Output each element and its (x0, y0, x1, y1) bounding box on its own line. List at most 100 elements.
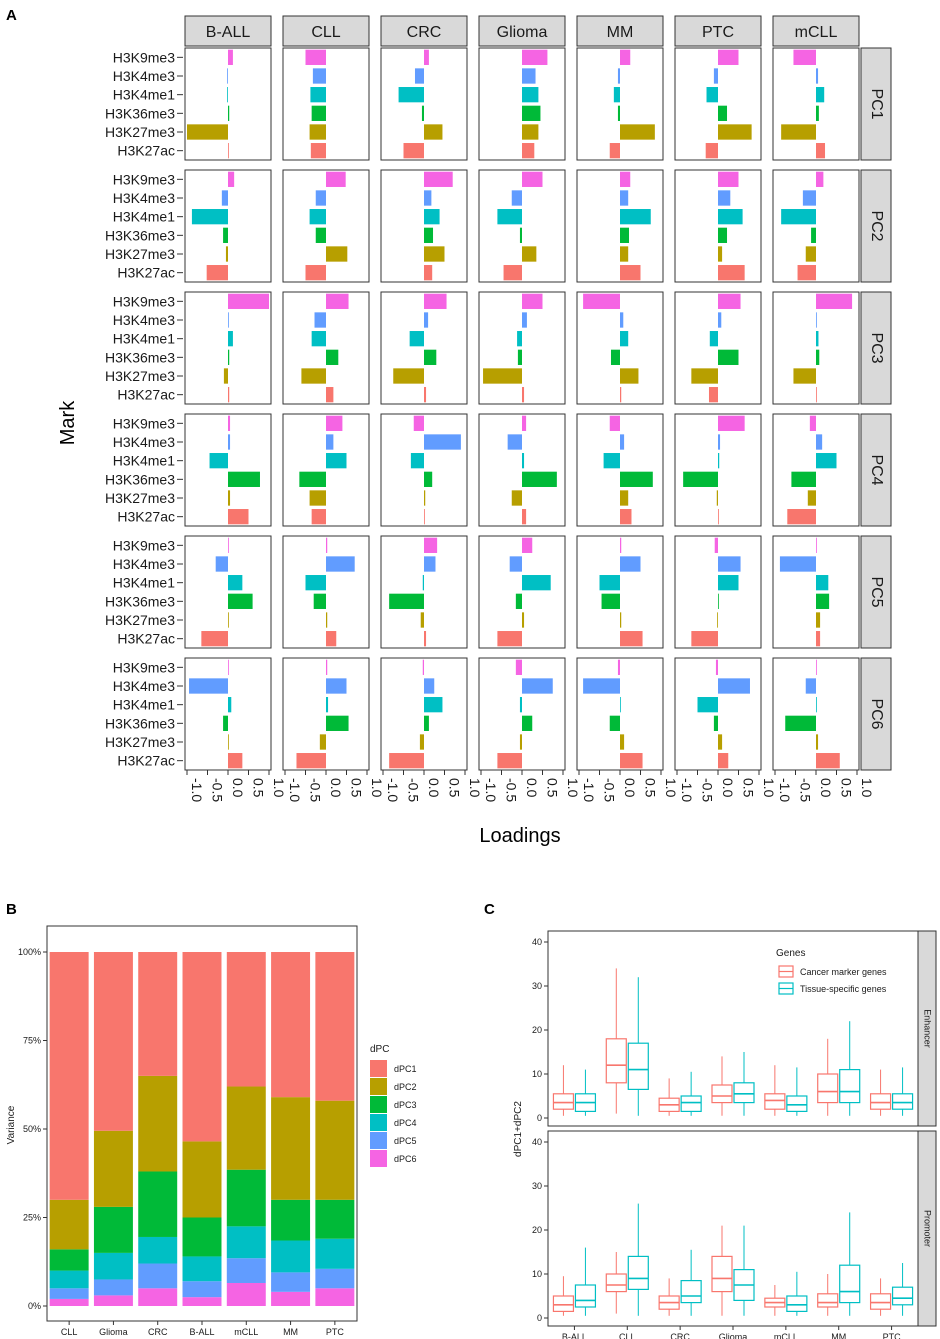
y-axis-title: Mark (57, 400, 79, 445)
bar-pc3-cll-h3k9me3 (326, 293, 349, 309)
bar-pc6-mcll-h3k27me3 (816, 734, 819, 750)
bar-pc6-glioma-h3k4me1 (519, 697, 522, 713)
box-enhancer-mcll-cancer (764, 1093, 786, 1110)
bar-pc6-mm-h3k4me1 (620, 697, 621, 713)
bar-pc3-mm-h3k27me3 (620, 368, 639, 384)
bar-pc6-cll-h3k27me3 (319, 734, 326, 750)
bar-pc1-cll-h3k27me3 (309, 124, 326, 140)
x-tick-label-cll: CLL (619, 1332, 636, 1339)
facet-panel-pc2-glioma (478, 169, 566, 283)
facet-strip-glioma (478, 15, 566, 47)
bar-pc3-mm-h3k4me3 (620, 312, 624, 328)
bar-pc1-cll-h3k4me3 (312, 68, 326, 84)
panel-a-letter: A (6, 7, 17, 24)
x-tick-label: -0.5 (798, 778, 814, 802)
facet-panel-pc6-crc (380, 657, 468, 771)
bar-pc5-mm-h3k4me3 (620, 556, 641, 572)
x-tick-label: 0.0 (818, 778, 834, 798)
bar-pc2-ptc-h3k4me3 (718, 190, 731, 206)
bar-pc2-glioma-h3k9me3 (522, 171, 543, 187)
x-tick-label-b-all: B-ALL (562, 1332, 587, 1339)
y-tick-label-h3k27ac: H3K27ac (117, 509, 175, 525)
bar-pc2-cll-h3k27me3 (326, 246, 348, 262)
bar-pc4-crc-h3k9me3 (413, 415, 424, 431)
y-tick-label: 0 (537, 1313, 542, 1323)
x-tick-label: 0.0 (622, 778, 638, 798)
bar-pc3-crc-h3k4me1 (409, 331, 424, 347)
legend-title: Genes (776, 948, 805, 959)
x-tick-label: 0.5 (251, 778, 267, 798)
bar-pc4-mcll-h3k9me3 (809, 415, 816, 431)
x-tick-label: 1.0 (663, 778, 679, 798)
box-enhancer-mcll-tissue (786, 1095, 808, 1112)
facet-strip-label-b-all: B-ALL (206, 24, 251, 41)
bar-pc1-cll-h3k9me3 (305, 49, 326, 65)
x-tick-label: 0.5 (545, 778, 561, 798)
bar-pc5-b-all-h3k4me3 (215, 556, 228, 572)
bar-pc3-cll-h3k4me1 (311, 331, 326, 347)
x-tick-label-crc: CRC (670, 1332, 690, 1339)
bar-segment-b-all-dpc5 (182, 1281, 222, 1298)
y-tick-label-h3k4me3: H3K4me3 (113, 434, 175, 450)
bar-pc2-mcll-h3k27me3 (805, 246, 816, 262)
bar-pc1-crc-h3k9me3 (424, 49, 429, 65)
bar-pc5-crc-h3k4me1 (422, 575, 424, 591)
bar-pc1-mm-h3k36me3 (617, 105, 620, 121)
box-promoter-ptc-cancer (869, 1293, 892, 1310)
bar-pc3-crc-h3k4me3 (424, 312, 429, 328)
bar-pc5-crc-h3k27ac (424, 631, 427, 647)
bar-pc2-mm-h3k27ac (620, 265, 641, 281)
bar-pc4-glioma-h3k9me3 (522, 415, 527, 431)
facet-strip-mm (576, 15, 664, 47)
bar-pc3-crc-h3k36me3 (424, 349, 437, 365)
bar-pc5-ptc-h3k4me3 (718, 556, 741, 572)
facet-panel-enhancer (547, 930, 919, 1127)
bar-pc6-cll-h3k4me3 (326, 678, 347, 694)
bar-pc4-crc-h3k27me3 (424, 490, 426, 506)
facet-strip-label-enhancer: Enhancer (923, 1009, 933, 1048)
facet-panel-pc2-crc (380, 169, 468, 283)
bar-pc2-ptc-h3k4me1 (718, 209, 743, 225)
bar-pc4-ptc-h3k27me3 (716, 490, 718, 506)
x-tick-label: 0.5 (349, 778, 365, 798)
bar-segment-glioma-dpc4 (93, 1252, 133, 1280)
bar-pc6-crc-h3k4me1 (424, 697, 443, 713)
bar-pc1-b-all-h3k27me3 (187, 124, 228, 140)
bar-pc6-crc-h3k27ac (389, 753, 424, 769)
bar-pc4-cll-h3k9me3 (326, 415, 343, 431)
panel-b: B 0% 25% 50% 75% 100% CLL Glioma CRC B-ALL mCLL MM P… (6, 901, 417, 1337)
bar-pc4-ptc-h3k4me1 (718, 453, 720, 469)
bar-pc1-glioma-h3k27ac (522, 143, 535, 159)
bar-pc2-ptc-h3k27me3 (718, 246, 723, 262)
bar-pc1-mcll-h3k27me3 (781, 124, 816, 140)
bar-segment-mm-dpc6 (271, 1291, 311, 1306)
bar-pc6-ptc-h3k4me3 (718, 678, 750, 694)
bar-pc3-glioma-h3k9me3 (522, 293, 543, 309)
facet-strip-label-pc6: PC6 (868, 698, 885, 729)
x-tick-label: -1.0 (679, 778, 695, 802)
panel-b-letter: B (6, 901, 17, 918)
bar-pc6-b-all-h3k27me3 (228, 734, 229, 750)
y-tick-label-h3k36me3: H3K36me3 (105, 227, 175, 243)
bar-segment-crc-dpc4 (138, 1236, 178, 1264)
facet-strip-mcll (772, 15, 860, 47)
bar-pc1-cll-h3k36me3 (311, 105, 326, 121)
y-tick-label: 0 (537, 1113, 542, 1123)
bar-pc2-ptc-h3k36me3 (718, 227, 728, 243)
y-axis-title: dPC1+dPC2 (513, 1101, 524, 1157)
facet-panel-pc4-b-all (184, 413, 272, 527)
bar-pc4-mm-h3k4me1 (603, 453, 620, 469)
bar-pc1-mcll-h3k36me3 (816, 105, 819, 121)
x-tick-label-cll: CLL (61, 1327, 78, 1337)
bar-pc1-mm-h3k4me3 (617, 68, 620, 84)
bar-pc1-mcll-h3k4me3 (816, 68, 819, 84)
bar-pc4-mm-h3k27ac (620, 509, 632, 525)
facet-panel-pc1-b-all (184, 47, 272, 161)
bar-segment-b-all-dpc1 (182, 952, 222, 1142)
facet-strip-pc5 (860, 535, 892, 649)
x-tick-label: 0.0 (230, 778, 246, 798)
bar-pc2-mcll-h3k4me3 (802, 190, 816, 206)
facet-panel-pc6-glioma (478, 657, 566, 771)
bar-pc4-mm-h3k9me3 (609, 415, 620, 431)
y-tick-label-h3k36me3: H3K36me3 (105, 105, 175, 121)
